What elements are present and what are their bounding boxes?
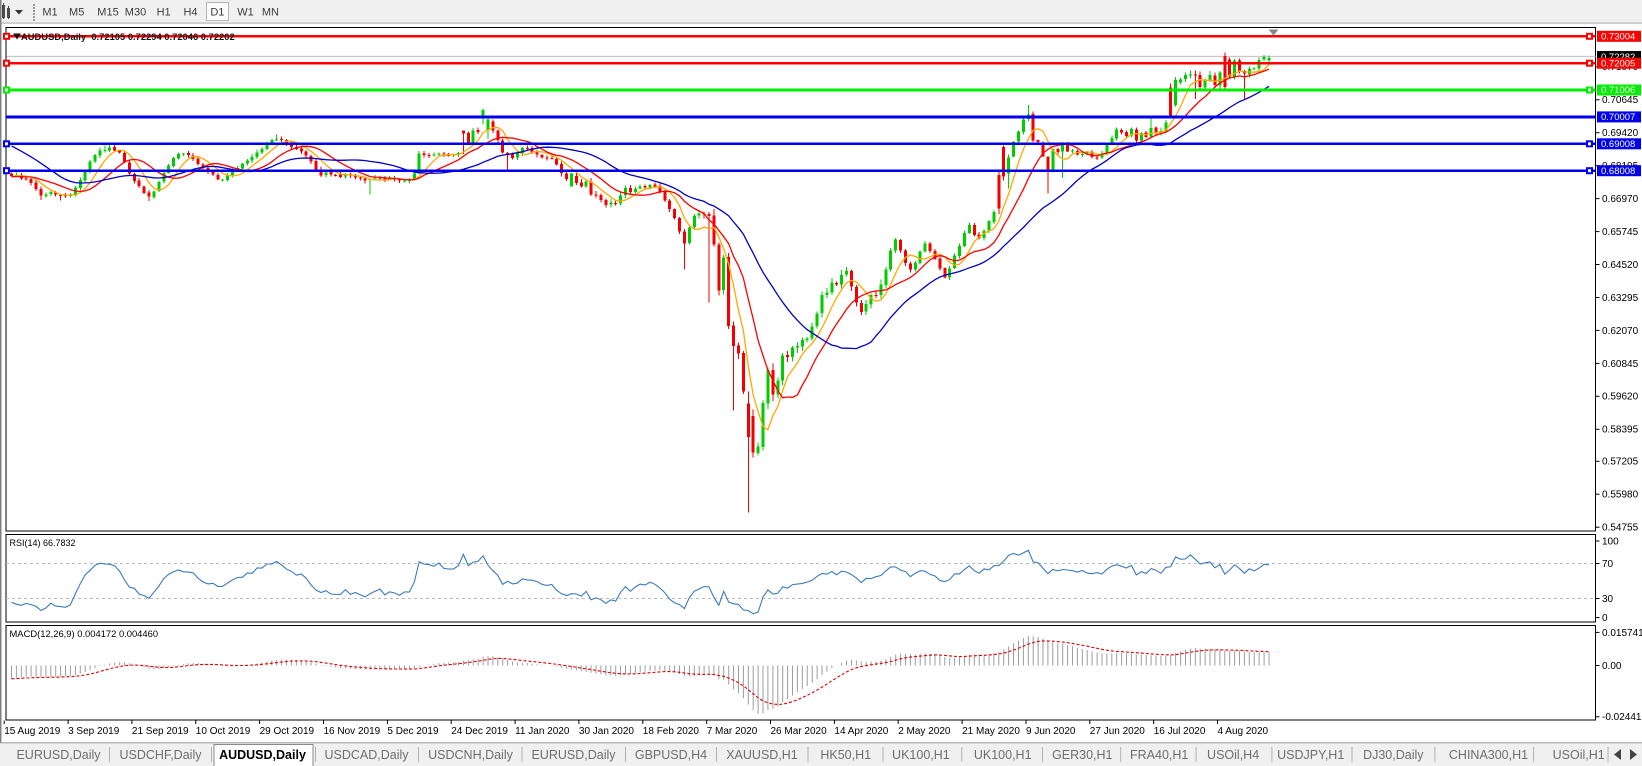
svg-text:0.00: 0.00	[1602, 661, 1622, 672]
svg-text:CHINA300,H1: CHINA300,H1	[1449, 748, 1528, 762]
svg-text:FRA40,H1: FRA40,H1	[1130, 748, 1188, 762]
svg-text:16 Jul 2020: 16 Jul 2020	[1154, 726, 1206, 737]
svg-text:100: 100	[1602, 536, 1619, 547]
svg-text:0.54755: 0.54755	[1602, 523, 1639, 534]
svg-text:2 May 2020: 2 May 2020	[898, 726, 951, 737]
svg-text:4 Aug 2020: 4 Aug 2020	[1218, 726, 1269, 737]
svg-text:0.70645: 0.70645	[1602, 95, 1639, 106]
svg-text:10 Oct 2019: 10 Oct 2019	[196, 726, 251, 737]
svg-text:11 Jan 2020: 11 Jan 2020	[515, 726, 570, 737]
svg-text:0.62070: 0.62070	[1602, 326, 1639, 337]
svg-text:0.59620: 0.59620	[1602, 392, 1639, 403]
svg-text:0.69420: 0.69420	[1602, 128, 1639, 139]
svg-text:0.60845: 0.60845	[1602, 359, 1639, 370]
svg-text:18 Feb 2020: 18 Feb 2020	[643, 726, 700, 737]
svg-text:0.57205: 0.57205	[1602, 457, 1639, 468]
svg-text:GBPUSD,H4: GBPUSD,H4	[635, 748, 707, 762]
svg-text:0.55980: 0.55980	[1602, 490, 1639, 501]
svg-text:M30: M30	[125, 7, 146, 19]
svg-text:UK100,H1: UK100,H1	[974, 748, 1032, 762]
svg-text:W1: W1	[237, 7, 254, 19]
svg-text:0.66970: 0.66970	[1602, 194, 1639, 205]
svg-text:0: 0	[1602, 613, 1608, 624]
svg-text:27 Jun 2020: 27 Jun 2020	[1090, 726, 1145, 737]
svg-text:0.68008: 0.68008	[1601, 166, 1635, 177]
svg-text:0.72282: 0.72282	[1601, 52, 1635, 63]
svg-text:7 Mar 2020: 7 Mar 2020	[707, 726, 758, 737]
svg-text:0.70007: 0.70007	[1601, 112, 1635, 123]
svg-text:USOil,H4: USOil,H4	[1207, 748, 1259, 762]
svg-text:0.72005: 0.72005	[1601, 58, 1635, 69]
svg-text:0.71006: 0.71006	[1601, 85, 1635, 96]
svg-text:UK100,H1: UK100,H1	[892, 748, 950, 762]
svg-text:USDCAD,Daily: USDCAD,Daily	[324, 748, 409, 762]
svg-text:21 May 2020: 21 May 2020	[962, 726, 1020, 737]
svg-text:0.65745: 0.65745	[1602, 227, 1639, 238]
svg-text:H1: H1	[157, 7, 171, 19]
svg-text:21 Sep 2019: 21 Sep 2019	[132, 726, 189, 737]
svg-text:H4: H4	[183, 7, 197, 19]
svg-text:USDCHF,Daily: USDCHF,Daily	[120, 748, 203, 762]
svg-text:XAUUSD,H1: XAUUSD,H1	[726, 748, 798, 762]
svg-text:9 Jun 2020: 9 Jun 2020	[1026, 726, 1076, 737]
svg-text:M15: M15	[97, 7, 118, 19]
svg-text:DJ30,Daily: DJ30,Daily	[1363, 748, 1424, 762]
svg-text:30: 30	[1602, 594, 1614, 605]
svg-text:30 Jan 2020: 30 Jan 2020	[579, 726, 634, 737]
svg-text:MACD(12,26,9) 0.004172 0.00446: MACD(12,26,9) 0.004172 0.004460	[10, 628, 159, 639]
svg-text:0.015741: 0.015741	[1602, 628, 1642, 639]
svg-text:HK50,H1: HK50,H1	[820, 748, 871, 762]
svg-text:RSI(14) 66.7832: RSI(14) 66.7832	[10, 538, 76, 548]
svg-text:26 Mar 2020: 26 Mar 2020	[771, 726, 828, 737]
svg-text:0.63295: 0.63295	[1602, 293, 1639, 304]
svg-text:-0.024412: -0.024412	[1602, 712, 1642, 723]
svg-text:AUDUSD,Daily: AUDUSD,Daily	[219, 748, 306, 762]
svg-text:0.64520: 0.64520	[1602, 260, 1639, 271]
svg-text:USDJPY,H1: USDJPY,H1	[1277, 748, 1344, 762]
svg-text:M1: M1	[42, 7, 57, 19]
svg-text:MN: MN	[262, 7, 279, 19]
svg-text:0.73004: 0.73004	[1601, 32, 1635, 43]
svg-text:24 Dec 2019: 24 Dec 2019	[451, 726, 508, 737]
svg-text:AUDUSD,Daily 0.72105 0.72294: AUDUSD,Daily 0.72105 0.72294 0.72046 0.7…	[21, 31, 235, 42]
svg-text:5 Dec 2019: 5 Dec 2019	[387, 726, 439, 737]
svg-text:3 Sep 2019: 3 Sep 2019	[68, 726, 120, 737]
svg-text:0.69008: 0.69008	[1601, 139, 1635, 150]
svg-text:M5: M5	[69, 7, 84, 19]
svg-text:29 Oct 2019: 29 Oct 2019	[260, 726, 315, 737]
svg-text:0.58395: 0.58395	[1602, 425, 1639, 436]
svg-text:15 Aug 2019: 15 Aug 2019	[4, 726, 61, 737]
svg-text:70: 70	[1602, 559, 1614, 570]
svg-text:USOil,H1: USOil,H1	[1553, 748, 1605, 762]
svg-text:14 Apr 2020: 14 Apr 2020	[834, 726, 888, 737]
svg-text:USDCNH,Daily: USDCNH,Daily	[428, 748, 513, 762]
svg-text:EURUSD,Daily: EURUSD,Daily	[16, 748, 101, 762]
svg-text:16 Nov 2019: 16 Nov 2019	[324, 726, 381, 737]
svg-text:D1: D1	[210, 7, 224, 19]
svg-text:EURUSD,Daily: EURUSD,Daily	[531, 748, 616, 762]
svg-text:GER30,H1: GER30,H1	[1052, 748, 1112, 762]
